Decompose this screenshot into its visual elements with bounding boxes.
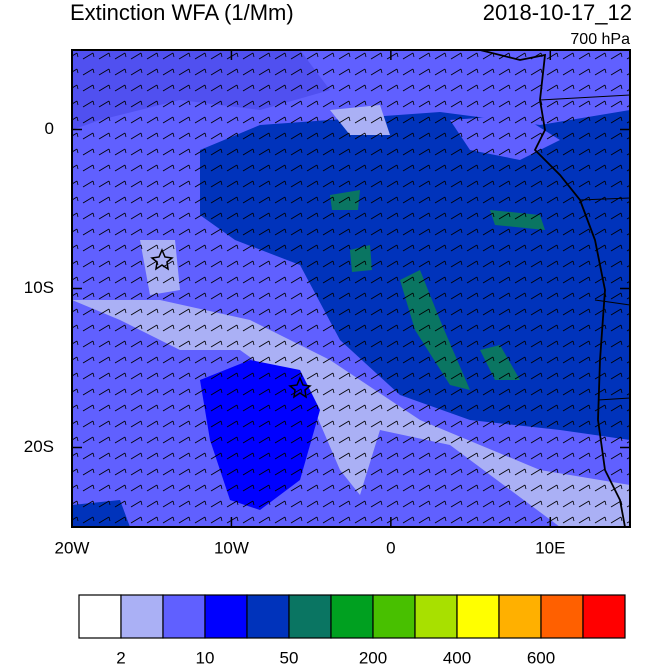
colorbar-box xyxy=(330,594,374,639)
colorbar-box xyxy=(540,594,584,639)
colorbar-box xyxy=(204,594,248,639)
border xyxy=(539,94,630,401)
level-label: 700 hPa xyxy=(570,31,630,48)
colorbar-label: 50 xyxy=(280,648,299,667)
wind-barbs xyxy=(72,50,630,527)
valid-time: 2018-10-17_12 xyxy=(483,0,632,25)
colorbar-box xyxy=(120,594,164,639)
site-marker xyxy=(288,376,312,399)
site-marker xyxy=(150,248,174,271)
colorbar-box xyxy=(372,594,416,639)
colorbar-box xyxy=(288,594,332,639)
colorbar: 2 10 50 200 400 600 xyxy=(78,594,626,667)
colorbar-box xyxy=(78,594,122,639)
x-tick-label: 10W xyxy=(214,538,249,557)
colorbar-box xyxy=(582,594,626,639)
title: Extinction WFA (1/Mm) xyxy=(70,0,294,25)
axes: 20W 10W 0 10E 0 10S 20S xyxy=(24,50,630,557)
colorbar-label: 400 xyxy=(443,648,471,667)
colorbar-box xyxy=(498,594,542,639)
colorbar-label: 2 xyxy=(116,648,125,667)
y-tick-label: 0 xyxy=(45,119,54,138)
colorbar-box xyxy=(246,594,290,639)
x-tick-label: 10E xyxy=(535,538,565,557)
colorbar-label: 200 xyxy=(359,648,387,667)
map-field xyxy=(72,50,630,527)
colorbar-box xyxy=(414,594,458,639)
x-tick-label: 20W xyxy=(55,538,90,557)
colorbar-label: 600 xyxy=(527,648,555,667)
y-tick-label: 20S xyxy=(24,437,54,456)
y-tick-label: 10S xyxy=(24,278,54,297)
colorbar-box xyxy=(456,594,500,639)
colorbar-box xyxy=(162,594,206,639)
x-tick-label: 0 xyxy=(386,538,395,557)
colorbar-label: 10 xyxy=(196,648,215,667)
